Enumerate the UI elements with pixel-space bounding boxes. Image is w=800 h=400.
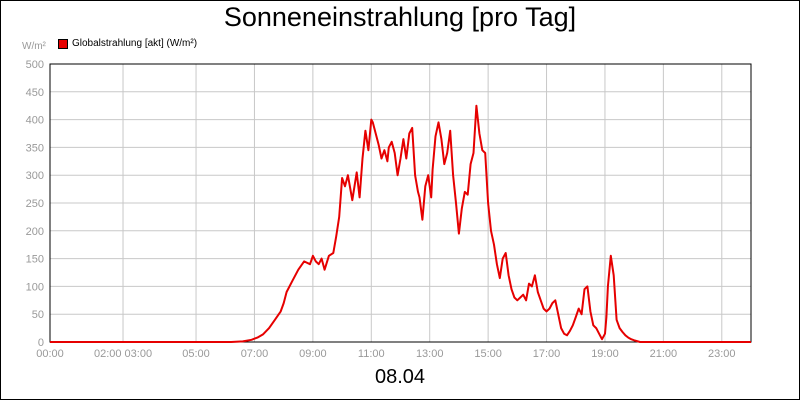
y-tick-label: 350 — [26, 142, 44, 154]
chart-title: Sonneneinstrahlung [pro Tag] — [223, 2, 577, 32]
y-tick-label: 500 — [26, 59, 44, 71]
y-tick-label: 50 — [32, 309, 44, 321]
x-tick-label: 09:00 — [299, 348, 327, 360]
x-tick-label: 02:00 03:00 — [94, 348, 152, 360]
x-axis-date-label: 08.04 — [374, 366, 426, 388]
y-axis-unit-label: W/m² — [22, 41, 46, 52]
y-tick-label: 0 — [38, 337, 44, 349]
x-tick-label: 05:00 — [182, 348, 210, 360]
y-tick-label: 250 — [26, 198, 44, 210]
x-tick-label: 19:00 — [591, 348, 619, 360]
y-tick-label: 200 — [26, 226, 44, 238]
y-tick-label: 300 — [26, 170, 44, 182]
series-line-globalstrahlung — [50, 104, 751, 343]
x-tick-label: 13:00 — [416, 348, 444, 360]
x-tick-label: 15:00 — [474, 348, 502, 360]
y-tick-label: 400 — [26, 115, 44, 127]
y-tick-label: 100 — [26, 281, 44, 293]
x-tick-label: 23:00 — [708, 348, 736, 360]
x-tick-label: 11:00 — [358, 348, 385, 360]
x-tick-label: 00:00 — [36, 348, 64, 360]
plot-area-border — [49, 63, 752, 343]
legend-label: Globalstrahlung [akt] (W/m²) — [72, 38, 198, 49]
y-tick-label: 150 — [26, 254, 44, 266]
x-tick-label: 21:00 — [650, 348, 678, 360]
legend-swatch — [58, 38, 68, 49]
legend: Globalstrahlung [akt] (W/m²) — [58, 38, 197, 49]
x-tick-label: 17:00 — [533, 348, 561, 360]
y-tick-label: 450 — [26, 87, 44, 99]
x-tick-label: 07:00 — [241, 348, 269, 360]
